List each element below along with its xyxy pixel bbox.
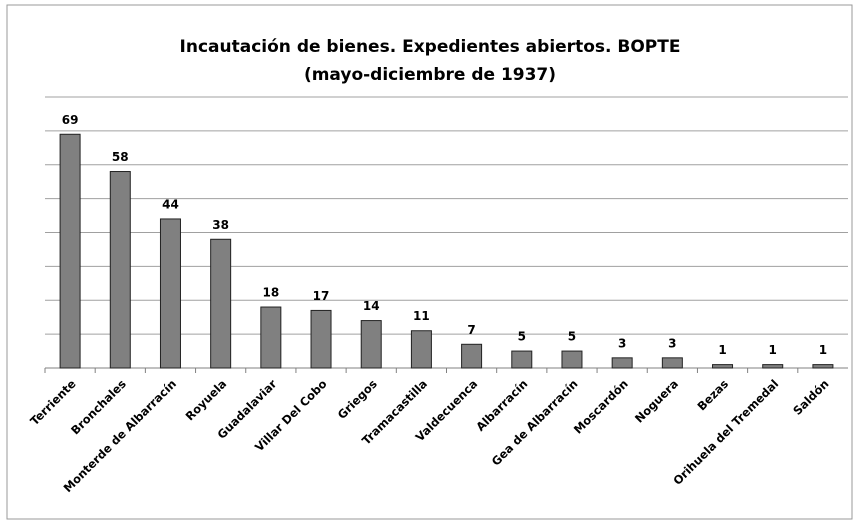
value-label: 1 bbox=[819, 343, 827, 357]
value-label: 3 bbox=[618, 336, 626, 350]
value-label: 1 bbox=[769, 343, 777, 357]
value-label: 44 bbox=[162, 197, 179, 211]
value-label: 3 bbox=[668, 336, 676, 350]
bar bbox=[109, 171, 131, 369]
value-label: 5 bbox=[568, 330, 576, 344]
value-label: 58 bbox=[112, 150, 129, 164]
bar bbox=[762, 364, 784, 369]
bar bbox=[561, 350, 583, 369]
value-label: 11 bbox=[413, 309, 430, 323]
bar bbox=[210, 238, 232, 369]
value-label: 17 bbox=[313, 289, 330, 303]
bar bbox=[461, 343, 483, 369]
bar bbox=[310, 309, 332, 369]
bar bbox=[712, 364, 734, 369]
bar bbox=[661, 357, 683, 369]
value-label: 1 bbox=[718, 343, 726, 357]
bar bbox=[410, 330, 432, 369]
chart-subtitle: (mayo-diciembre de 1937) bbox=[304, 65, 556, 85]
value-label: 69 bbox=[62, 113, 79, 127]
bar bbox=[511, 350, 533, 369]
value-label: 5 bbox=[518, 330, 526, 344]
bar bbox=[812, 364, 834, 369]
bar bbox=[159, 218, 181, 369]
value-label: 38 bbox=[212, 218, 229, 232]
bar bbox=[59, 133, 81, 369]
value-label: 7 bbox=[467, 323, 475, 337]
value-label: 18 bbox=[262, 286, 279, 300]
chart-title: Incautación de bienes. Expedientes abier… bbox=[180, 37, 681, 57]
chart-border bbox=[6, 4, 853, 520]
bar bbox=[611, 357, 633, 369]
value-label: 14 bbox=[363, 299, 380, 313]
bar bbox=[360, 320, 382, 369]
bar bbox=[260, 306, 282, 369]
